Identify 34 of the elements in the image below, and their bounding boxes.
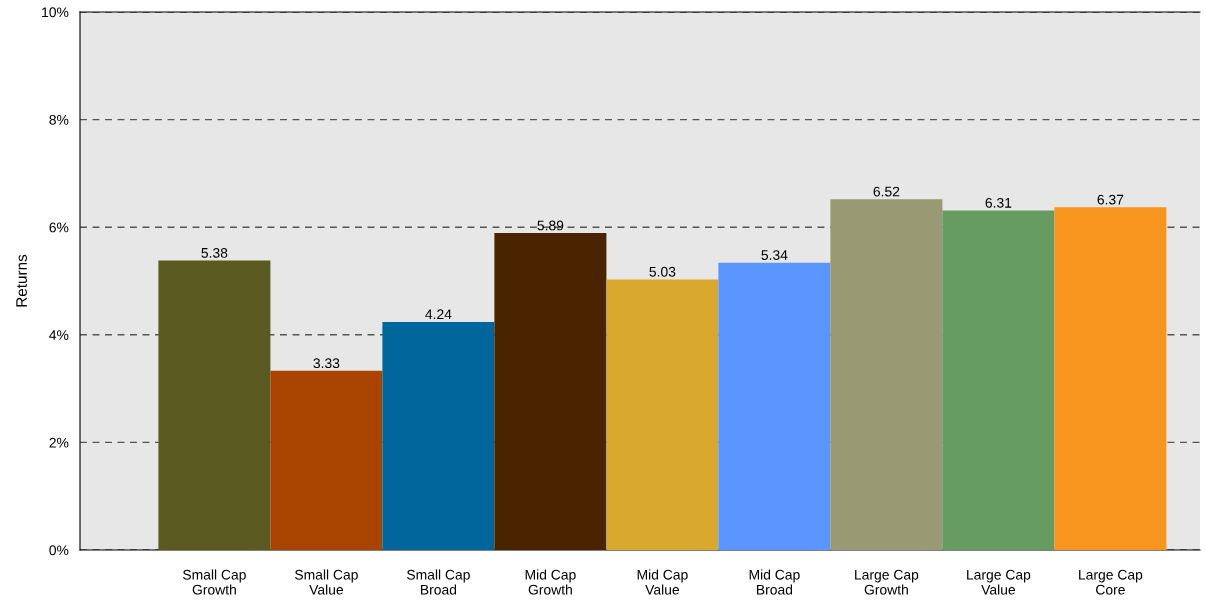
- bar: [606, 279, 719, 550]
- data-label: 5.03: [649, 266, 676, 277]
- data-label: 6.37: [1097, 194, 1124, 205]
- x-tick-label: Large Cap Value: [967, 569, 1031, 595]
- bar: [830, 199, 943, 550]
- data-label: 4.24: [425, 309, 452, 320]
- x-tick-label: Mid Cap Growth: [525, 569, 576, 595]
- y-tick-label: 2%: [49, 437, 69, 448]
- x-tick-label: Small Cap Value: [295, 569, 358, 595]
- y-axis-title: Returns: [16, 254, 27, 307]
- data-label: 5.38: [201, 247, 228, 258]
- data-label: 5.89: [537, 220, 564, 231]
- data-label: 6.31: [985, 197, 1012, 208]
- bar: [382, 321, 495, 550]
- x-tick-label: Large Cap Growth: [855, 569, 919, 595]
- bar: [158, 260, 271, 550]
- x-tick-label: Small Cap Growth: [183, 569, 246, 595]
- data-label: 5.34: [761, 250, 788, 260]
- y-tick-label: 4%: [49, 330, 69, 340]
- bar: [270, 370, 383, 550]
- x-tick-label: Mid Cap Value: [637, 569, 688, 595]
- data-label: 3.33: [313, 358, 340, 369]
- bar: [494, 233, 607, 550]
- x-tick-label: Large Cap Core: [1079, 569, 1143, 595]
- bar: [942, 210, 1055, 550]
- x-tick-label: Small Cap Broad: [407, 569, 470, 595]
- y-tick-label: 8%: [49, 114, 69, 125]
- y-tick-label: 10%: [42, 7, 69, 18]
- x-tick-label: Mid Cap Broad: [749, 569, 800, 595]
- data-label: 6.52: [873, 186, 900, 197]
- bar: [718, 262, 831, 550]
- y-tick-label: 0%: [49, 545, 69, 556]
- y-tick-label: 6%: [49, 222, 69, 233]
- bar: [1054, 207, 1167, 550]
